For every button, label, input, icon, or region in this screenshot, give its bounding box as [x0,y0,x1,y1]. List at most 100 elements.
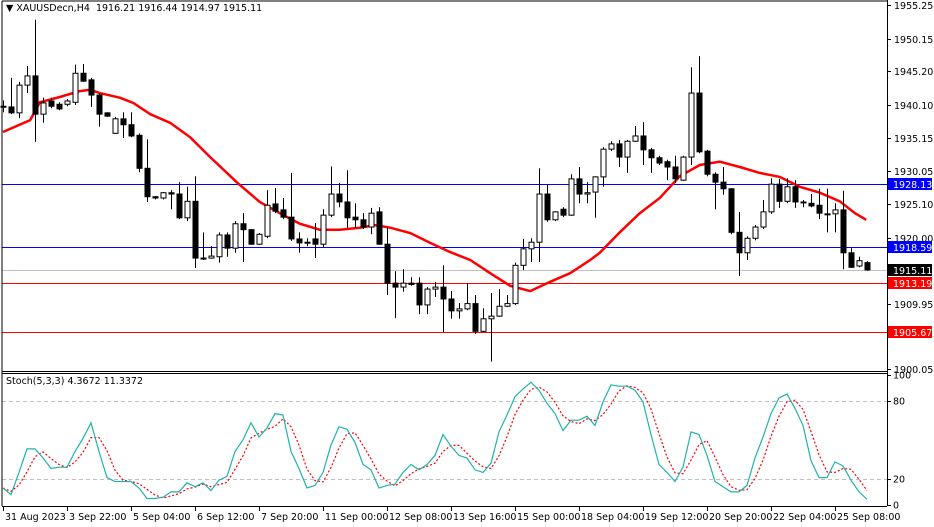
candle [296,232,303,253]
bear-candle-body [360,219,367,228]
candle [344,170,351,228]
bull-candle-body [112,118,119,134]
level-price-tag: 1905.67 [893,328,932,339]
candle [832,203,839,233]
bull-candle-body [256,233,263,245]
candle [224,232,231,257]
candle [648,147,655,173]
stoch-tick-label: 100 [893,371,911,382]
candle [664,159,671,181]
bear-candle-body [696,92,703,153]
bull-candle-body [856,260,863,267]
bull-candle-body [584,192,591,195]
candle [568,174,575,216]
bull-candle-body [784,186,791,202]
candle [744,236,751,261]
time-tick-label: 20 Sep 20:00 [709,512,772,523]
candle [616,139,623,167]
time-axis[interactable]: 31 Aug 2023 3 Sep 22:00 5 Sep 04:00 6 Sep 1… [3,506,901,523]
bear-candle-body [864,262,871,271]
candle [24,66,31,94]
candle [440,265,447,332]
time-tick-label: 19 Sep 12:00 [645,512,708,523]
bear-candle-body [376,211,383,245]
price-axis[interactable]: 1955.25 1950.15 1945.20 1940.10 1935.15 1930.… [887,1,933,376]
bull-candle-body [456,308,463,312]
bear-candle-body [272,203,279,212]
bear-candle-body [640,135,647,151]
candle [720,166,727,195]
bear-candle-body [824,213,831,216]
bear-candle-body [56,103,63,110]
candle [88,77,95,107]
bear-candle-body [240,223,247,231]
bear-candle-body [544,193,551,221]
bear-candle-body [120,118,127,126]
bull-candle-body [688,92,695,158]
bull-candle-body [600,148,607,178]
bear-candle-body [792,186,799,203]
bear-candle-body [800,201,807,204]
candle [56,102,63,111]
stoch-tick-label: 80 [893,397,905,408]
candle [488,293,495,362]
candle [288,172,295,241]
bull-candle-body [432,286,439,290]
chart-header: ▼ XAUUSDecn,H4 1916.21 1916.44 1914.97 1… [6,3,262,14]
candle [80,64,87,82]
bear-candle-body [736,231,743,254]
candle [168,190,175,210]
bull-candle-body [480,318,487,332]
bear-candle-body [848,252,855,268]
bull-candle-body [768,183,775,213]
candle [608,141,615,152]
candle [384,227,391,296]
bear-candle-body [280,209,287,218]
ohlc-high: 1916.44 [138,3,178,14]
candle [864,261,871,271]
candle [32,19,39,142]
bear-candle-body [296,238,303,244]
candle [64,99,71,107]
candle [688,67,695,165]
bear-candle-body [648,149,655,159]
bull-candle-body [328,193,335,216]
bull-candle-body [16,84,23,114]
bear-candle-body [96,94,103,115]
bull-candle-body [216,234,223,258]
price-tick-label: 1900.05 [894,365,933,376]
level-price-tag-bg [888,277,932,289]
bear-candle-body [392,282,399,288]
level-price-tag-bg [888,326,932,338]
stoch-tick-label: 0 [893,501,899,512]
candle [424,287,431,315]
candle [40,97,47,123]
candle [152,196,159,200]
candle [464,283,471,311]
bear-candle-body [472,303,479,332]
bear-candle-body [192,200,199,259]
bear-candle-body [728,188,735,233]
candle [304,238,311,247]
candle [368,207,375,235]
candle [240,213,247,263]
candle [432,281,439,297]
bear-candle-body [720,181,727,190]
collapse-triangle-icon[interactable]: ▼ [6,3,17,14]
candle [640,122,647,165]
bear-candle-body [176,193,183,219]
candle [48,97,55,109]
bull-candle-body [320,214,327,245]
candle [656,155,663,165]
stoch-header: Stoch(5,3,3) 4.3672 11.3372 [6,376,143,387]
time-tick-label: 13 Sep 16:00 [453,512,516,523]
candle [496,289,503,317]
bull-candle-body [752,226,759,239]
bear-candle-body [32,75,39,115]
candle [256,232,263,245]
stoch-signal-line [2,385,868,499]
candle [816,188,823,220]
candle [600,147,607,187]
